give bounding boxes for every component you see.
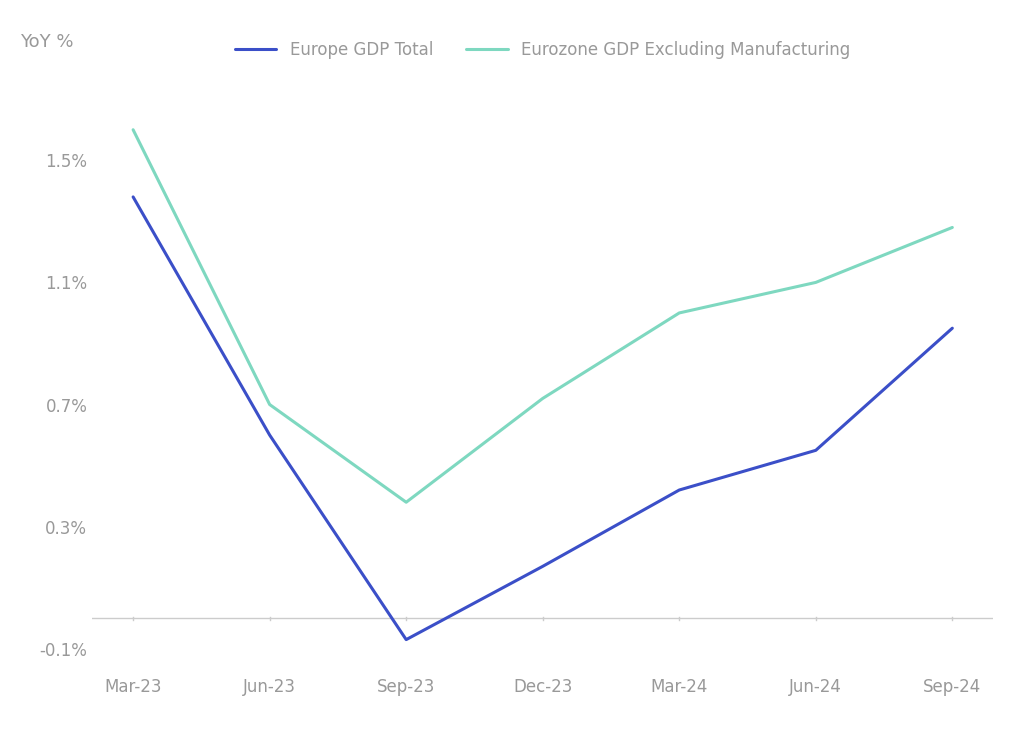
Europe GDP Total: [537, 562, 549, 571]
Europe GDP Total: [946, 324, 958, 333]
Eurozone GDP Excluding Manufacturing: [127, 125, 139, 134]
Eurozone GDP Excluding Manufacturing: [263, 400, 275, 409]
Text: YoY %: YoY %: [20, 33, 74, 51]
Eurozone GDP Excluding Manufacturing: [400, 497, 413, 506]
Europe GDP Total: [127, 192, 139, 201]
Line: Europe GDP Total: Europe GDP Total: [133, 197, 952, 640]
Line: Eurozone GDP Excluding Manufacturing: Eurozone GDP Excluding Manufacturing: [133, 129, 952, 502]
Europe GDP Total: [810, 446, 822, 455]
Legend: Europe GDP Total, Eurozone GDP Excluding Manufacturing: Europe GDP Total, Eurozone GDP Excluding…: [234, 41, 851, 59]
Eurozone GDP Excluding Manufacturing: [537, 394, 549, 403]
Europe GDP Total: [673, 485, 685, 494]
Eurozone GDP Excluding Manufacturing: [810, 278, 822, 287]
Europe GDP Total: [400, 635, 413, 644]
Eurozone GDP Excluding Manufacturing: [946, 223, 958, 232]
Eurozone GDP Excluding Manufacturing: [673, 308, 685, 317]
Europe GDP Total: [263, 431, 275, 440]
